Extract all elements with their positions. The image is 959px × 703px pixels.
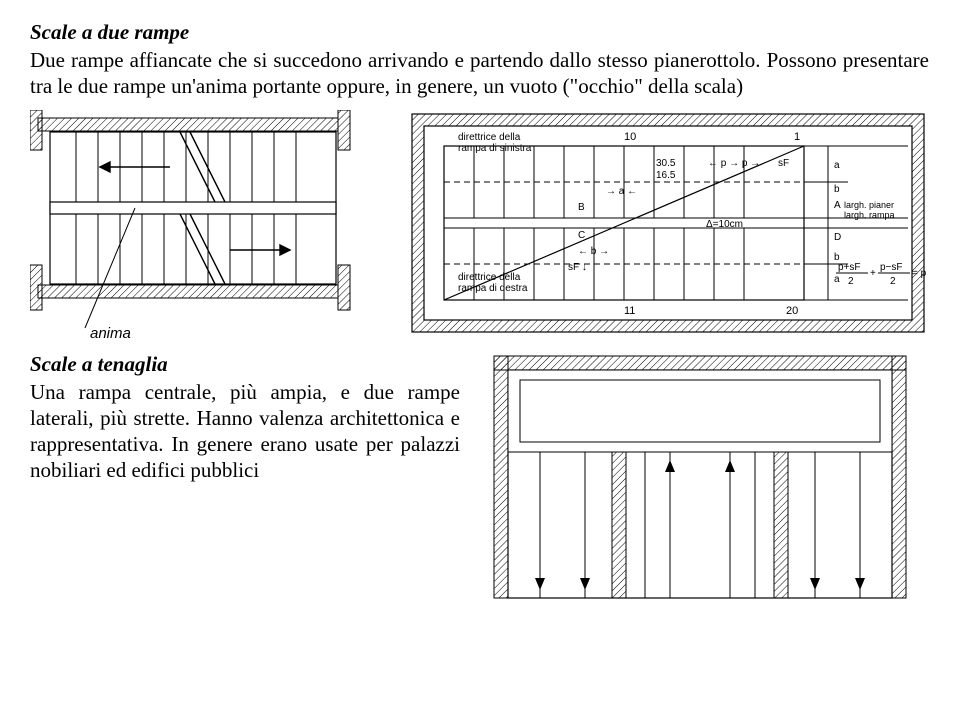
- label-anima: anima: [90, 325, 131, 340]
- label-dir-bot2: rampa di destra: [458, 283, 528, 294]
- heading-tenaglia: Scale a tenaglia: [30, 352, 460, 377]
- lbl-C: C: [578, 230, 585, 241]
- num-20: 20: [786, 305, 798, 317]
- figure-tenaglia: [490, 352, 920, 602]
- figure-direttrice: direttrice della rampa di sinistra diret…: [408, 110, 928, 340]
- formula1d: 2: [848, 276, 854, 287]
- lbl-b: ← b →: [578, 246, 609, 257]
- num-11: 11: [624, 305, 635, 317]
- lbl-B: B: [578, 202, 585, 213]
- heading-scale-due-rampe: Scale a due rampe: [30, 20, 929, 45]
- num-10: 10: [624, 131, 636, 143]
- lbl-sF2: sF ↓: [568, 262, 587, 273]
- formula-eq: = p: [912, 268, 927, 279]
- formula2: p−sF: [880, 262, 903, 273]
- lbl-a1: → a ←: [606, 186, 637, 197]
- lbl-Ar: A: [834, 200, 841, 211]
- figure-row: anima: [30, 110, 929, 340]
- lbl-lp: largh. pianer: [844, 200, 894, 210]
- lbl-br: b: [834, 184, 840, 195]
- figure-anima: anima: [30, 110, 390, 340]
- lbl-p1: ← p → p →: [708, 158, 760, 169]
- formula2d: 2: [890, 276, 896, 287]
- formula1: p+sF: [838, 262, 861, 273]
- lbl-Dr: D: [834, 232, 841, 243]
- lbl-sF: sF: [778, 158, 789, 169]
- para-tenaglia: Una rampa centrale, più ampia, e due ram…: [30, 379, 460, 484]
- num-1: 1: [794, 131, 800, 143]
- label-dir-bot1: direttrice della: [458, 272, 521, 283]
- label-dir-top1: direttrice della: [458, 132, 521, 143]
- dim-165: 16.5: [656, 170, 676, 181]
- para-due-rampe: Due rampe affiancate che si succedono ar…: [30, 47, 929, 100]
- label-dir-top2: rampa di sinistra: [458, 143, 532, 154]
- dim-305: 30.5: [656, 158, 676, 169]
- lbl-delta: Δ=10cm: [706, 219, 743, 230]
- lbl-ar2: a: [834, 274, 840, 285]
- lbl-ar: a: [834, 160, 840, 171]
- lbl-lr: largh. rampa: [844, 210, 895, 220]
- formula-plus: +: [870, 268, 876, 279]
